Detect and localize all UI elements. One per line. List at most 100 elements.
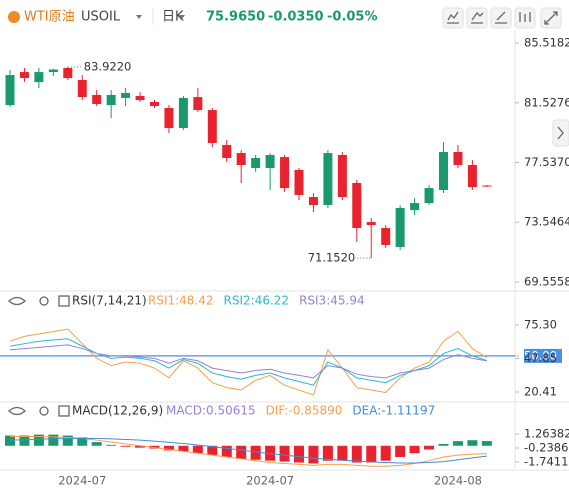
- y-tick-label: 77.5370: [524, 155, 569, 169]
- tool-button[interactable]: [490, 7, 512, 29]
- legend-entry: RSI2:46.22: [224, 294, 290, 308]
- y-tick-label: -0.23868: [524, 441, 569, 455]
- candle-body: [251, 157, 261, 169]
- macd-bar: [294, 445, 304, 463]
- macd-bar: [91, 442, 102, 446]
- y-tick-label: 85.5182: [524, 36, 569, 50]
- y-tick-label: 81.5276: [524, 95, 569, 109]
- candle-body: [439, 151, 448, 191]
- macd-bar: [467, 440, 478, 446]
- macd-bar: [279, 445, 290, 462]
- rsi-title: RSI(7,14,21): [72, 294, 147, 308]
- candle-body: [323, 153, 333, 205]
- candle-body: [236, 153, 246, 166]
- y-tick-label: 47.85: [524, 351, 557, 365]
- candle-body: [352, 182, 362, 229]
- candle-body: [482, 185, 492, 187]
- legend-entry: RSI3:45.94: [299, 294, 365, 308]
- candle-body: [19, 72, 29, 79]
- candle-body: [178, 97, 188, 129]
- gear-icon[interactable]: [39, 296, 49, 306]
- candle-body: [63, 68, 73, 79]
- box-icon[interactable]: [58, 295, 70, 307]
- price: 75.9650: [206, 10, 265, 25]
- rsi-line: [9, 344, 487, 379]
- macd-bar: [221, 445, 232, 457]
- rsi-line: [9, 328, 488, 396]
- code[interactable]: USOIL: [81, 10, 121, 25]
- macd-bar: [337, 445, 348, 461]
- dropdown-arrow: [179, 15, 185, 19]
- candle-body: [150, 102, 159, 107]
- symbol-icon: [8, 11, 20, 23]
- candle-body: [381, 228, 391, 245]
- candle-body: [294, 169, 304, 195]
- annotation: 83.9220: [84, 59, 132, 73]
- y-tick-label: 75.30: [524, 318, 557, 332]
- gear-icon[interactable]: [39, 406, 49, 416]
- macd-bar: [308, 445, 319, 464]
- tool-button[interactable]: [442, 7, 464, 29]
- candle-body: [77, 79, 87, 98]
- rsi-legend-icons: [8, 295, 70, 307]
- macd-bar: [380, 445, 391, 461]
- macd-bar: [135, 445, 146, 448]
- period[interactable]: 日K: [162, 10, 184, 25]
- macd-line: [9, 437, 487, 464]
- box-icon[interactable]: [58, 405, 70, 417]
- macd-line: [10, 435, 487, 467]
- macd-bar: [77, 437, 88, 446]
- macd-bar: [192, 445, 203, 454]
- tool-icon: [447, 11, 459, 24]
- macd-bar: [48, 434, 59, 446]
- macd-bar: [62, 435, 73, 446]
- candle-body: [308, 197, 318, 205]
- x-tick-label: 2024-07: [58, 474, 106, 488]
- candle-body: [453, 151, 463, 166]
- macd-bar: [178, 445, 189, 452]
- legend-entry: MACD:0.50615: [166, 404, 256, 418]
- dropdown-arrow: [136, 15, 142, 19]
- x-tick-label: 2024-07: [246, 474, 294, 488]
- macd-bar: [250, 445, 261, 460]
- y-tick-label: 1.26382: [524, 427, 569, 441]
- toolbar: [442, 7, 562, 29]
- tool-icon: [519, 12, 531, 22]
- macd-bar: [395, 445, 406, 457]
- candle-body: [395, 207, 405, 248]
- macd-title: MACD(12,26,9): [72, 404, 163, 418]
- candle-body: [135, 96, 145, 101]
- macd-bar: [106, 444, 117, 446]
- candle-body: [5, 75, 15, 105]
- y-tick-label: 69.5558: [524, 274, 569, 288]
- y-tick-highlight: [524, 348, 562, 363]
- tool-button[interactable]: [466, 7, 488, 29]
- candle-body: [366, 222, 376, 226]
- candle-body: [207, 110, 217, 144]
- annotation: 71.1520: [308, 251, 356, 265]
- macd-bar: [452, 441, 463, 446]
- macd-bar: [481, 441, 492, 446]
- candle-body: [106, 94, 116, 105]
- side-toggle[interactable]: [552, 119, 569, 147]
- candle-body: [48, 69, 58, 73]
- change: -0.0350: [268, 10, 324, 25]
- macd-bar: [163, 445, 174, 451]
- y-tick-label: 20.41: [524, 384, 557, 398]
- side-toggle-icon: [557, 126, 564, 140]
- legend-entry: DIF:-0.85890: [266, 404, 343, 418]
- eye-icon[interactable]: [8, 406, 26, 416]
- symbol[interactable]: WTI原油: [24, 10, 75, 25]
- eye-icon[interactable]: [8, 296, 26, 306]
- candle-body: [265, 154, 275, 169]
- tool-icon: [544, 11, 558, 25]
- rsi-line: [9, 338, 488, 386]
- candle-body: [222, 144, 232, 158]
- macd-bar: [5, 435, 15, 446]
- candle-body: [337, 154, 347, 198]
- legend-entry: DEA:-1.11197: [352, 404, 435, 418]
- candle-body: [92, 94, 102, 104]
- macd-bar: [236, 445, 247, 459]
- candle-body: [280, 157, 290, 189]
- macd-bar: [33, 434, 44, 446]
